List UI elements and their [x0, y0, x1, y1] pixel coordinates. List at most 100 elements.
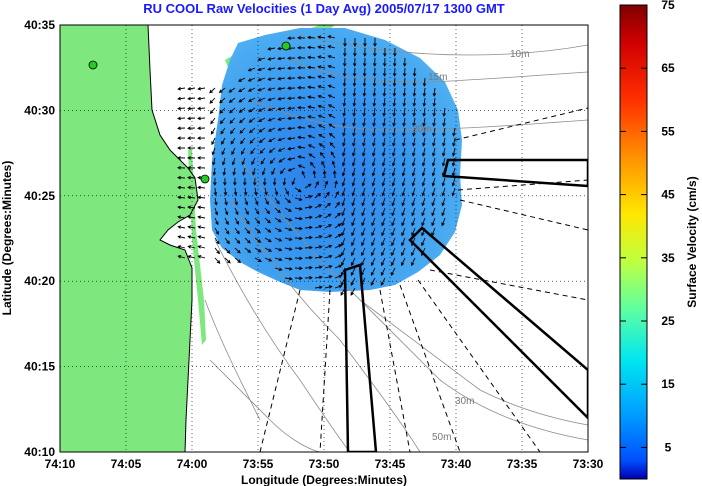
velocity-arrow — [252, 177, 257, 186]
velocity-arrow — [372, 127, 376, 137]
velocity-arrow — [381, 237, 386, 247]
velocity-arrow — [258, 137, 266, 144]
velocity-arrow — [422, 87, 427, 97]
velocity-arrow — [297, 36, 306, 40]
velocity-arrow — [421, 177, 426, 187]
velocity-arrow — [214, 227, 219, 235]
velocity-arrow — [362, 97, 367, 107]
velocity-arrow — [301, 170, 306, 179]
velocity-arrow — [284, 207, 292, 212]
velocity-arrow — [254, 207, 260, 215]
velocity-arrow — [287, 96, 296, 101]
velocity-arrow — [187, 215, 196, 220]
velocity-arrow — [294, 236, 303, 241]
velocity-arrow — [224, 237, 230, 245]
velocity-arrow — [274, 217, 282, 223]
velocity-arrow — [324, 224, 333, 229]
velocity-arrow — [392, 67, 397, 77]
y-tick-label: 40:30 — [24, 103, 55, 117]
velocity-arrow — [382, 67, 387, 77]
velocity-arrow — [267, 97, 276, 102]
velocity-arrow — [294, 197, 303, 201]
velocity-arrow — [380, 277, 386, 286]
velocity-arrow — [314, 180, 319, 189]
velocity-arrow — [334, 284, 343, 289]
velocity-arrow — [287, 136, 296, 141]
velocity-arrow — [351, 207, 356, 217]
velocity-arrow — [400, 257, 406, 267]
velocity-arrow — [350, 287, 356, 296]
velocity-arrow — [297, 105, 306, 110]
velocity-arrow — [317, 85, 326, 89]
velocity-arrow — [282, 177, 287, 186]
velocity-arrow — [401, 177, 406, 187]
y-tick-labels: 40:35 40:30 40:25 40:20 40:15 40:10 — [24, 18, 55, 459]
velocity-arrow — [411, 197, 416, 207]
velocity-arrow — [177, 175, 186, 180]
velocity-arrow — [361, 177, 366, 187]
velocity-arrow — [221, 147, 226, 156]
velocity-arrow — [442, 117, 446, 127]
colorbar-tick-label: 45 — [661, 188, 675, 202]
radar-site-sandy-hook — [281, 41, 291, 51]
velocity-arrow — [287, 86, 296, 91]
velocity-arrow — [274, 227, 283, 232]
velocity-arrow — [410, 257, 416, 267]
velocity-arrow — [327, 54, 336, 59]
velocity-arrow — [452, 137, 456, 147]
velocity-arrow — [294, 266, 303, 271]
velocity-arrow — [264, 197, 269, 206]
velocity-arrow — [402, 67, 407, 77]
velocity-arrow — [327, 104, 336, 109]
contour-label-30m: 30m — [455, 396, 474, 407]
velocity-arrow — [342, 137, 346, 147]
velocity-arrow — [252, 167, 256, 176]
velocity-arrow — [271, 167, 276, 176]
velocity-arrow — [441, 157, 446, 167]
velocity-arrow — [274, 207, 281, 214]
velocity-arrow — [244, 227, 251, 234]
velocity-arrow — [210, 117, 216, 125]
velocity-arrow — [431, 177, 436, 187]
velocity-arrow — [328, 123, 336, 129]
velocity-arrow — [264, 187, 268, 196]
velocity-arrow — [197, 215, 206, 220]
velocity-arrow — [187, 185, 196, 190]
velocity-arrow — [401, 187, 406, 197]
velocity-arrow — [234, 207, 239, 216]
velocity-arrow — [322, 170, 327, 179]
velocity-arrow — [254, 197, 259, 206]
velocity-arrow — [219, 107, 226, 114]
velocity-arrow — [232, 167, 236, 176]
velocity-arrow — [393, 47, 397, 57]
velocity-arrow — [328, 114, 336, 119]
velocity-arrow — [242, 167, 246, 176]
velocity-arrow — [412, 117, 416, 127]
velocity-arrow — [371, 227, 376, 237]
velocity-arrow — [197, 126, 206, 131]
velocity-arrow — [228, 97, 236, 103]
velocity-arrow — [234, 197, 238, 206]
velocity-arrow — [231, 157, 236, 166]
velocity-arrow — [324, 213, 332, 219]
velocity-arrow — [352, 67, 357, 77]
velocity-arrow — [197, 136, 206, 140]
velocity-arrow — [382, 137, 386, 147]
velocity-arrow — [247, 67, 256, 72]
colorbar-tick-label: 15 — [661, 377, 675, 391]
velocity-arrow — [392, 137, 396, 147]
velocity-arrow — [297, 55, 306, 60]
velocity-arrow — [307, 134, 316, 139]
velocity-arrow — [392, 107, 397, 117]
velocity-arrow — [304, 215, 313, 220]
sector-southeast — [408, 226, 588, 420]
velocity-arrow — [312, 170, 317, 179]
velocity-arrow — [341, 217, 346, 227]
velocity-arrow — [267, 77, 276, 81]
velocity-arrow — [224, 227, 230, 235]
velocity-arrow — [177, 136, 186, 140]
velocity-arrow — [452, 127, 456, 137]
velocity-arrow — [401, 167, 406, 177]
velocity-arrow — [432, 117, 436, 127]
velocity-arrow — [304, 195, 313, 199]
